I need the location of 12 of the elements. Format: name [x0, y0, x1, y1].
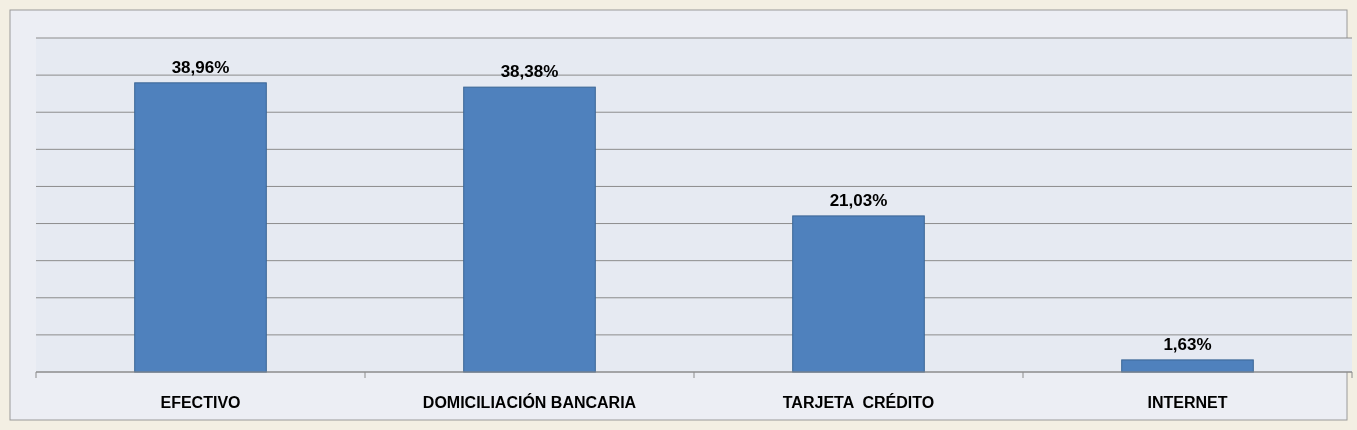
data-label: 38,38% — [500, 62, 559, 82]
x-tick-label: INTERNET — [1147, 394, 1228, 411]
data-label: 1,63% — [1163, 334, 1212, 354]
bar — [792, 215, 925, 373]
bar — [1121, 359, 1254, 373]
bar — [134, 82, 267, 373]
x-tick-label: DOMICILIACIÓN BANCARIA — [422, 393, 637, 411]
data-label: 21,03% — [829, 190, 888, 210]
x-tick-label: EFECTIVO — [160, 394, 241, 411]
data-label: 38,96% — [171, 57, 230, 77]
x-tick-label: TARJETA CRÉDITO — [782, 393, 935, 411]
bar — [463, 86, 596, 373]
